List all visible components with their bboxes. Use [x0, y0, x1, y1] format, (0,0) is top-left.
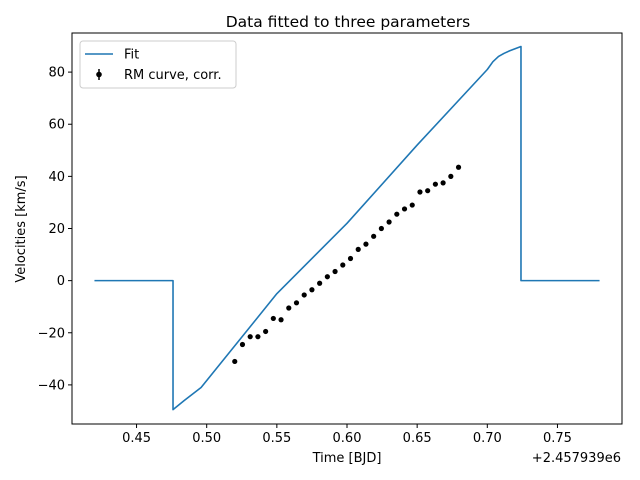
rm-data-point: [455, 164, 462, 170]
y-tick-label: 80: [48, 66, 65, 81]
rm-data-point: [324, 274, 330, 280]
rm-data-point: [363, 241, 369, 247]
rm-data-point: [239, 341, 246, 348]
rm-data-point: [409, 202, 415, 208]
x-axis: 0.45 0.50 0.55 0.60 0.65 0.70 0.75: [122, 424, 572, 446]
x-axis-label: Time [BJD]: [312, 451, 382, 466]
y-tick-label: 20: [48, 222, 65, 237]
y-tick-label: 0: [57, 274, 65, 289]
legend-fit-label: Fit: [124, 48, 139, 63]
y-tick-label: −40: [38, 378, 65, 393]
rm-data-point: [440, 180, 446, 186]
y-tick-label: −20: [38, 326, 65, 341]
rm-data-point: [378, 225, 384, 232]
rm-data-point: [309, 287, 315, 293]
chart-title: Data fitted to three parameters: [226, 13, 470, 31]
y-axis-label: Velocities [km/s]: [14, 175, 29, 282]
y-axis: −40 −20 0 20 40 60 80: [38, 66, 72, 393]
rm-data-point: [278, 317, 284, 323]
rm-data-point: [401, 206, 408, 212]
legend-rm-label: RM curve, corr.: [124, 68, 222, 83]
y-tick-label: 60: [48, 118, 65, 133]
rm-data-point: [255, 334, 261, 340]
rm-data-point: [301, 292, 307, 298]
rm-data-point: [247, 334, 253, 340]
rm-data-point: [417, 189, 423, 195]
series-layer: [94, 45, 600, 411]
x-tick-label: 0.60: [333, 431, 362, 446]
plot-frame: [71, 32, 623, 425]
rm-data-point: [293, 300, 300, 306]
rm-data-point: [286, 305, 292, 311]
x-offset-label: +2.457939e6: [532, 451, 621, 466]
rm-data-point: [347, 255, 354, 262]
x-tick-label: 0.70: [473, 431, 502, 446]
y-tick-label: 40: [48, 170, 65, 185]
legend-rm-marker-swatch: [96, 71, 102, 78]
rm-data-point: [386, 219, 392, 225]
rm-data-point: [355, 246, 361, 252]
x-tick-label: 0.65: [403, 431, 432, 446]
rm-data-point: [270, 315, 276, 322]
rm-data-point: [332, 268, 338, 275]
rm-data-point: [263, 328, 269, 335]
x-tick-label: 0.50: [192, 431, 221, 446]
fit-line: [94, 45, 600, 411]
rm-data-point: [232, 358, 238, 365]
x-tick-label: 0.45: [122, 431, 151, 446]
rm-data-point: [425, 188, 431, 194]
rm-data-point: [340, 262, 346, 268]
rm-data-point: [432, 181, 438, 187]
rm-data-point: [448, 173, 454, 179]
x-tick-label: 0.75: [543, 431, 572, 446]
x-tick-label: 0.55: [262, 431, 291, 446]
rm-data-point: [394, 211, 400, 217]
legend: Fit RM curve, corr.: [79, 40, 237, 89]
legend-box: [79, 40, 237, 89]
rm-data-point: [317, 280, 323, 286]
rm-data-point: [371, 233, 377, 239]
